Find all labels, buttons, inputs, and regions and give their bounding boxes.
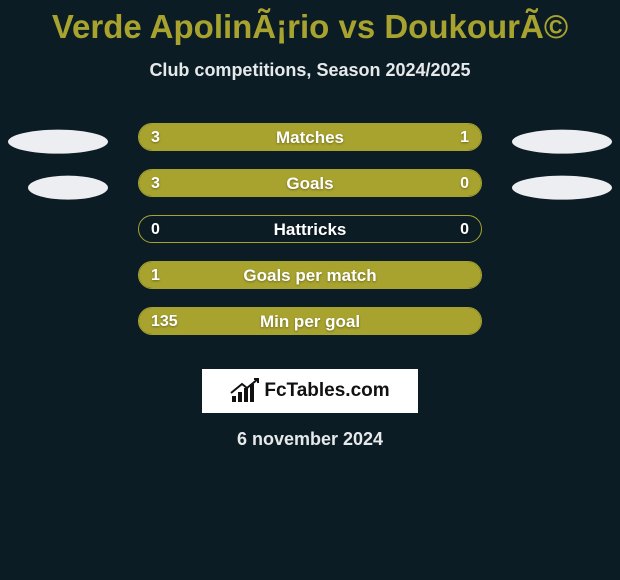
stat-name: Goals: [139, 170, 481, 197]
team-right-logo: [512, 130, 612, 154]
stat-name: Matches: [139, 124, 481, 151]
stat-bar: 1Goals per match: [138, 261, 482, 289]
subtitle: Club competitions, Season 2024/2025: [0, 60, 620, 81]
stat-name: Min per goal: [139, 308, 481, 335]
widget-container: Verde ApolinÃ¡rio vs DoukourÃ© Club comp…: [0, 0, 620, 580]
date-label: 6 november 2024: [0, 429, 620, 450]
stat-name: Hattricks: [139, 216, 481, 243]
team-left-logo: [28, 176, 108, 200]
stat-row: 31Matches: [0, 123, 620, 169]
stat-bar: 31Matches: [138, 123, 482, 151]
stat-name: Goals per match: [139, 262, 481, 289]
stat-bar: 30Goals: [138, 169, 482, 197]
team-left-logo: [8, 130, 108, 154]
stat-row: 1Goals per match: [0, 261, 620, 307]
stat-bar: 00Hattricks: [138, 215, 482, 243]
stat-row: 00Hattricks: [0, 215, 620, 261]
stat-bar: 135Min per goal: [138, 307, 482, 335]
stat-row: 30Goals: [0, 169, 620, 215]
brand-box[interactable]: FcTables.com: [202, 369, 418, 413]
barchart-with-arrow-icon: [230, 378, 260, 404]
brand-inner: FcTables.com: [230, 378, 389, 404]
page-title: Verde ApolinÃ¡rio vs DoukourÃ©: [0, 0, 620, 46]
brand-text: FcTables.com: [264, 380, 389, 402]
stats-list: 31Matches 30Goals 00Hattricks 1Goals per ma…: [0, 123, 620, 353]
team-right-logo: [512, 176, 612, 200]
stat-row: 135Min per goal: [0, 307, 620, 353]
